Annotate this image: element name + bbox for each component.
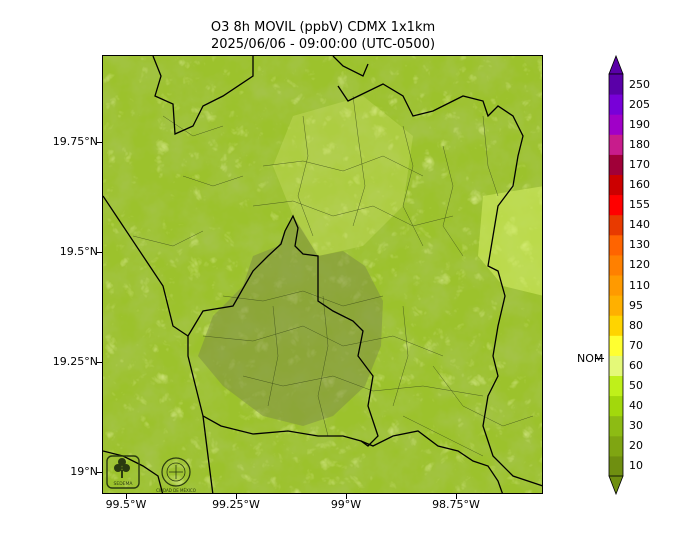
light-east-zone	[478, 186, 542, 296]
x-axis-label-99-25W: 99.25°W	[212, 498, 260, 511]
colorbar-tick-label: 160	[629, 178, 650, 192]
colorbar-extend-min	[608, 475, 624, 496]
colorbar-segment	[609, 194, 623, 216]
colorbar-segment	[609, 254, 623, 276]
colorbar-tick-label: 20	[629, 439, 643, 453]
nom-marker-label: NOM	[577, 352, 604, 365]
colorbar-tick-label: 30	[629, 419, 643, 433]
x-tick	[126, 494, 127, 499]
colorbar-tick-label: 140	[629, 218, 650, 232]
colorbar-tick-label: 70	[629, 338, 643, 352]
colorbar-border	[608, 73, 624, 477]
nom-marker-tick	[596, 358, 604, 359]
colorbar-segment	[609, 455, 623, 477]
colorbar-tick-label: 40	[629, 399, 643, 413]
colorbar-segment	[609, 435, 623, 457]
colorbar-segment	[609, 114, 623, 135]
x-tick	[346, 494, 347, 499]
colorbar-tick-label: 110	[629, 278, 650, 292]
colorbar-tick-label: 50	[629, 379, 643, 393]
municipal-boundaries	[132, 95, 534, 457]
y-tick	[97, 142, 102, 143]
map-title: O3 8h MOVIL (ppbV) CDMX 1x1km	[210, 20, 436, 35]
colorbar-segment	[609, 154, 623, 175]
colorbar-segment	[609, 375, 623, 397]
colorbar-tick-label: 250	[629, 77, 650, 91]
map-canvas: SEDEMA CIUDAD DE MÉXICO	[103, 56, 542, 493]
high-ozone-valley	[198, 216, 383, 426]
colorbar-segment	[609, 134, 623, 155]
y-axis-label-19N: 19°N	[70, 465, 98, 478]
colorbar-tick-label: 205	[629, 97, 650, 111]
x-axis-label-99-5W: 99.5°W	[105, 498, 147, 511]
colorbar-tick-label: 130	[629, 238, 650, 252]
y-tick	[97, 252, 102, 253]
colorbar-segment	[609, 395, 623, 417]
colorbar-canvas	[608, 54, 624, 496]
colorbar-tick-label: 120	[629, 258, 650, 272]
logo-cdmx-text: CIUDAD DE MÉXICO	[156, 488, 196, 493]
colorbar-segment	[609, 174, 623, 196]
colorbar-tick-label: 60	[629, 358, 643, 372]
colorbar-extend-max	[608, 54, 624, 75]
logo-sedema-text: SEDEMA	[114, 481, 134, 487]
colorbar-segment	[609, 335, 623, 356]
colorbar-segment	[609, 234, 623, 256]
y-axis-label-19-25N: 19.25°N	[52, 355, 98, 368]
y-axis-label-19-5N: 19.5°N	[59, 245, 98, 258]
colorbar-segment	[609, 214, 623, 236]
state-boundaries	[103, 56, 542, 493]
x-axis-label-98-75W: 98.75°W	[432, 498, 480, 511]
logo-sedema	[106, 455, 140, 489]
colorbar-segment	[609, 415, 623, 437]
x-axis-label-99W: 99°W	[330, 498, 362, 511]
colorbar-tick-label: 10	[629, 459, 643, 473]
y-tick	[97, 362, 102, 363]
colorbar-segment	[609, 275, 623, 296]
colorbar-tick-label: 170	[629, 157, 650, 171]
logo-cdmx	[161, 457, 191, 487]
colorbar-tick-label: 190	[629, 117, 650, 131]
colorbar-legend	[605, 50, 635, 500]
colorbar-tick-label: 95	[629, 298, 643, 312]
colorbar-segment	[609, 295, 623, 316]
x-tick	[236, 494, 237, 499]
colorbar-tick-label: 155	[629, 198, 650, 212]
y-tick	[97, 472, 102, 473]
map-subtitle-timestamp: 2025/06/06 - 09:00:00 (UTC-0500)	[210, 37, 436, 52]
light-basin-zone	[273, 96, 413, 256]
colorbar-tick-label: 180	[629, 137, 650, 151]
colorbar-segment	[609, 315, 623, 336]
colorbar-segment	[609, 74, 623, 95]
colorbar-segment	[609, 355, 623, 376]
y-axis-label-19-75N: 19.75°N	[52, 135, 98, 148]
ozone-map: SEDEMA CIUDAD DE MÉXICO	[102, 55, 543, 494]
colorbar-tick-label: 80	[629, 318, 643, 332]
colorbar-segment	[609, 94, 623, 115]
x-tick	[456, 494, 457, 499]
